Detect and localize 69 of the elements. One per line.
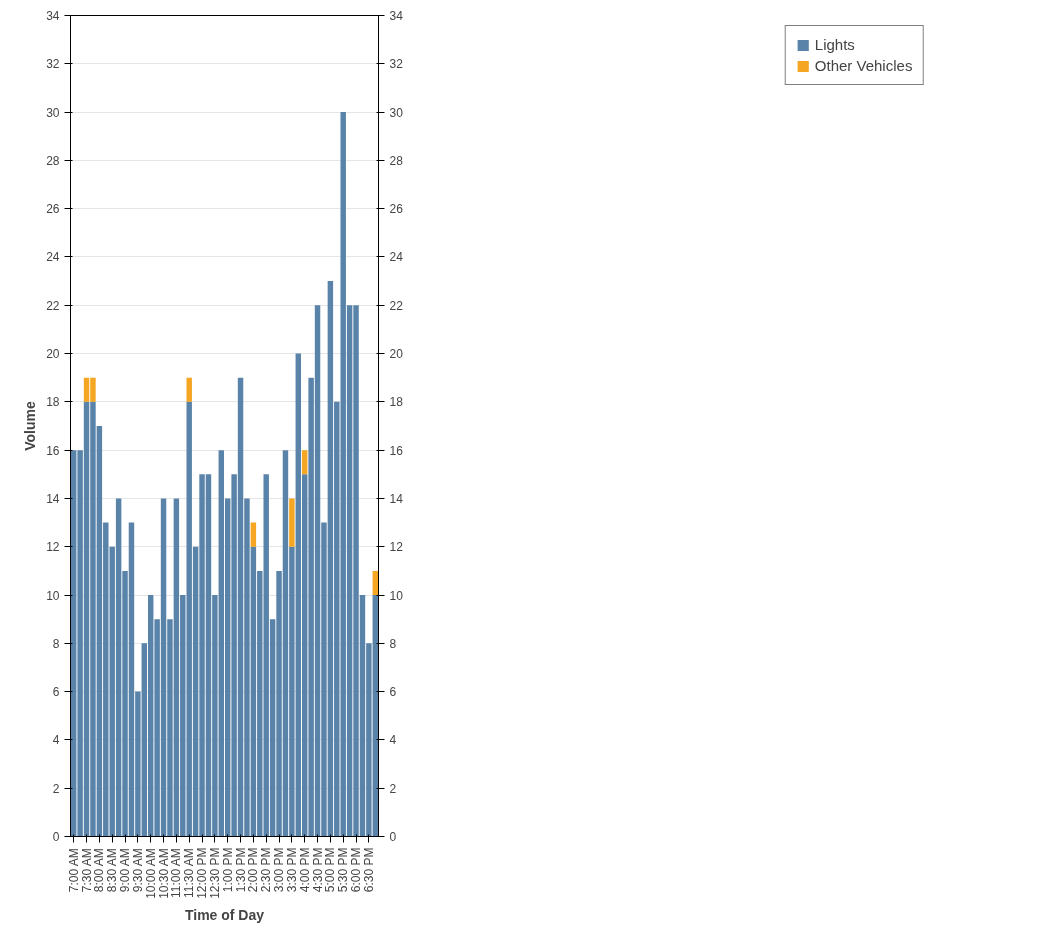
- y-tick-label: 26: [46, 202, 60, 217]
- x-tick-label: 7:00 AM: [66, 848, 81, 893]
- y2-tick-label: 2: [389, 781, 397, 796]
- y2-tick-label: 0: [389, 830, 397, 844]
- y-tick-label: 14: [46, 491, 60, 506]
- x-tick-label: 10:30 AM: [156, 848, 171, 899]
- y2-tick-label: 8: [389, 636, 397, 651]
- x-tick-label: 8:30 AM: [105, 848, 120, 893]
- y2-tick-label: 4: [389, 733, 397, 748]
- y-tick-label: 20: [46, 347, 60, 362]
- y-tick-label: 22: [46, 298, 60, 313]
- bar: [289, 498, 295, 547]
- x-tick-label: 7:30 AM: [79, 848, 94, 893]
- x-tick-label: 12:30 PM: [207, 847, 222, 899]
- y2-tick-label: 34: [389, 9, 404, 23]
- y-tick-label: 30: [46, 105, 60, 120]
- x-tick-label: 9:00 AM: [118, 848, 133, 893]
- y-tick-label: 6: [52, 685, 60, 700]
- bar: [186, 377, 192, 402]
- x-tick-label: 5:00 PM: [323, 847, 338, 893]
- y-axis-title: Volume: [22, 401, 39, 451]
- y2-tick-label: 30: [389, 105, 404, 120]
- y2-tick-label: 20: [389, 347, 404, 362]
- y-tick-label: 16: [46, 443, 60, 458]
- legend-label: Lights: [814, 36, 855, 53]
- x-tick-label: 6:30 PM: [361, 847, 376, 893]
- x-tick-label: 3:30 PM: [284, 847, 299, 893]
- x-tick-label: 3:00 PM: [272, 847, 287, 893]
- y2-tick-label: 22: [389, 298, 404, 313]
- x-tick-label: 10:00 AM: [143, 848, 158, 899]
- y-tick-label: 18: [46, 395, 60, 410]
- bar: [250, 522, 257, 547]
- y2-tick-label: 12: [389, 540, 404, 555]
- y-tick-label: 24: [46, 250, 60, 265]
- y2-tick-label: 28: [389, 153, 404, 168]
- legend-label: Other Vehicles: [814, 57, 913, 74]
- y2-tick-label: 18: [389, 395, 404, 410]
- y2-tick-label: 32: [389, 57, 404, 72]
- x-tick-label: 4:30 PM: [310, 847, 325, 893]
- y2-tick-label: 26: [389, 202, 404, 217]
- y-tick-label: 32: [46, 57, 60, 72]
- x-tick-label: 11:30 AM: [182, 848, 197, 898]
- y2-tick-label: 6: [389, 685, 397, 700]
- y-tick-label: 8: [52, 636, 60, 651]
- x-tick-label: 2:30 PM: [259, 847, 274, 893]
- x-tick-label: 8:00 AM: [92, 848, 107, 893]
- bar: [301, 450, 308, 475]
- x-tick-label: 1:30 PM: [233, 847, 248, 893]
- y-tick-label: 28: [46, 153, 60, 168]
- y-tick-label: 4: [52, 733, 60, 748]
- x-tick-label: 6:00 PM: [349, 847, 364, 893]
- x-tick-label: 12:00 PM: [195, 847, 210, 899]
- y-tick-label: 2: [52, 781, 60, 796]
- x-tick-label: 5:30 PM: [336, 847, 351, 893]
- x-tick-label: 9:30 AM: [130, 848, 145, 893]
- y-tick-label: 0: [52, 830, 60, 844]
- y-tick-label: 12: [46, 540, 60, 555]
- x-tick-label: 4:00 PM: [297, 847, 312, 893]
- y-tick-label: 34: [46, 9, 60, 23]
- bar: [372, 570, 379, 596]
- x-tick-label: 11:00 AM: [169, 848, 184, 898]
- y2-tick-label: 14: [389, 491, 404, 506]
- x-axis-title: Time of Day: [184, 906, 265, 923]
- y2-tick-label: 16: [389, 443, 404, 458]
- x-tick-label: 1:00 PM: [220, 847, 235, 893]
- y-tick-label: 10: [46, 588, 60, 603]
- y2-tick-label: 24: [389, 250, 404, 265]
- y2-tick-label: 10: [389, 588, 404, 603]
- x-tick-label: 2:00 PM: [246, 847, 261, 893]
